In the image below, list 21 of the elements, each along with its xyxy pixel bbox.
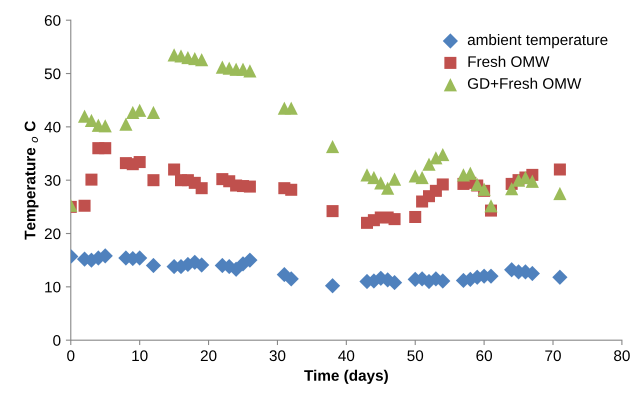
- legend-label: Fresh OMW: [468, 56, 550, 68]
- x-tick-label: 0: [67, 350, 74, 362]
- y-tick-label: 50: [44, 68, 60, 80]
- x-axis-title: Time (days): [304, 370, 388, 384]
- y-tick-label: 30: [44, 175, 60, 186]
- x-tick-label: 60: [476, 350, 492, 362]
- x-tick-label: 70: [545, 350, 561, 362]
- y-tick-label: 10: [45, 282, 60, 293]
- x-tick-label: 40: [338, 350, 354, 362]
- x-tick-label: 80: [614, 350, 630, 362]
- y-tick-label: 0: [53, 335, 60, 346]
- legend-label: GD+Fresh OMW: [468, 78, 582, 89]
- x-tick-label: 20: [200, 350, 216, 362]
- legend-label: ambient temperature: [468, 34, 608, 48]
- x-tick-label: 50: [407, 350, 424, 362]
- y-axis-title: Temperature $_{o}$ C: [24, 121, 38, 240]
- y-tick-label: 20: [44, 228, 60, 240]
- x-tick-label: 10: [132, 350, 148, 362]
- y-tick-label: 40: [44, 122, 60, 133]
- y-tick-label: 60: [44, 15, 60, 26]
- x-tick-label: 30: [270, 350, 286, 362]
